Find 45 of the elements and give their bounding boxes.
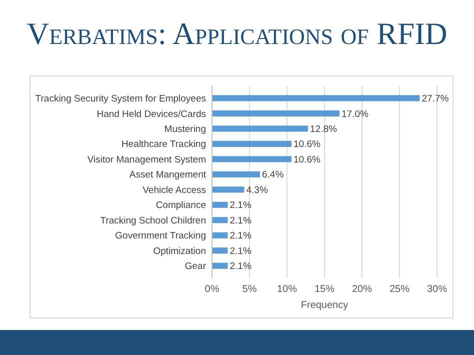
x-tick-label: 25%	[389, 284, 410, 295]
y-tick-label: Vehicle Access	[142, 184, 206, 196]
data-label: 17.0%	[342, 108, 369, 120]
bar	[212, 248, 228, 254]
x-tick-label: 0%	[204, 284, 220, 295]
data-label: 27.7%	[422, 94, 450, 105]
data-label: 10.6%	[294, 154, 321, 166]
y-tick-label: Hand Held Devices/Cards	[96, 108, 206, 120]
data-label: 2.1%	[230, 261, 252, 272]
bar	[212, 156, 292, 162]
data-label: 12.8%	[310, 124, 338, 135]
bar	[212, 110, 340, 116]
bar	[212, 95, 420, 102]
data-label: 2.1%	[230, 230, 252, 242]
y-tick-label: Asset Mangement	[129, 170, 206, 181]
y-tick-label: Compliance	[156, 200, 206, 212]
y-tick-label: Gear	[184, 261, 206, 272]
data-label: 2.1%	[230, 200, 252, 212]
bar	[212, 186, 244, 193]
x-tick-label: 30%	[426, 284, 448, 295]
bar	[212, 262, 228, 269]
bar	[212, 217, 228, 224]
y-tick-label: Optimization	[153, 246, 206, 257]
y-tick-label: Visitor Management System	[87, 154, 206, 166]
bar	[212, 140, 292, 147]
bar	[212, 171, 260, 178]
data-label: 6.4%	[262, 170, 284, 181]
bar	[212, 232, 228, 238]
chart-title: Verbatims: Applications of RFID	[26, 16, 448, 51]
y-tick-label: Government Tracking	[115, 230, 206, 242]
data-label: 10.6%	[294, 139, 321, 150]
x-tick-label: 20%	[352, 284, 372, 295]
x-tick-label: 10%	[276, 284, 298, 295]
data-label: 2.1%	[230, 246, 252, 257]
bar	[212, 126, 308, 132]
y-tick-label: Healthcare Tracking	[122, 139, 206, 150]
x-axis-title: Frequency	[300, 300, 348, 311]
x-tick-label: 15%	[314, 284, 335, 295]
y-tick-label: Tracking School Children	[100, 215, 206, 226]
data-label: 4.3%	[246, 184, 268, 196]
y-tick-label: Tracking Security System for Employees	[35, 94, 206, 105]
y-tick-label: Mustering	[164, 124, 206, 135]
data-label: 2.1%	[230, 215, 252, 226]
bar	[212, 202, 228, 208]
x-tick-label: 5%	[242, 284, 257, 295]
